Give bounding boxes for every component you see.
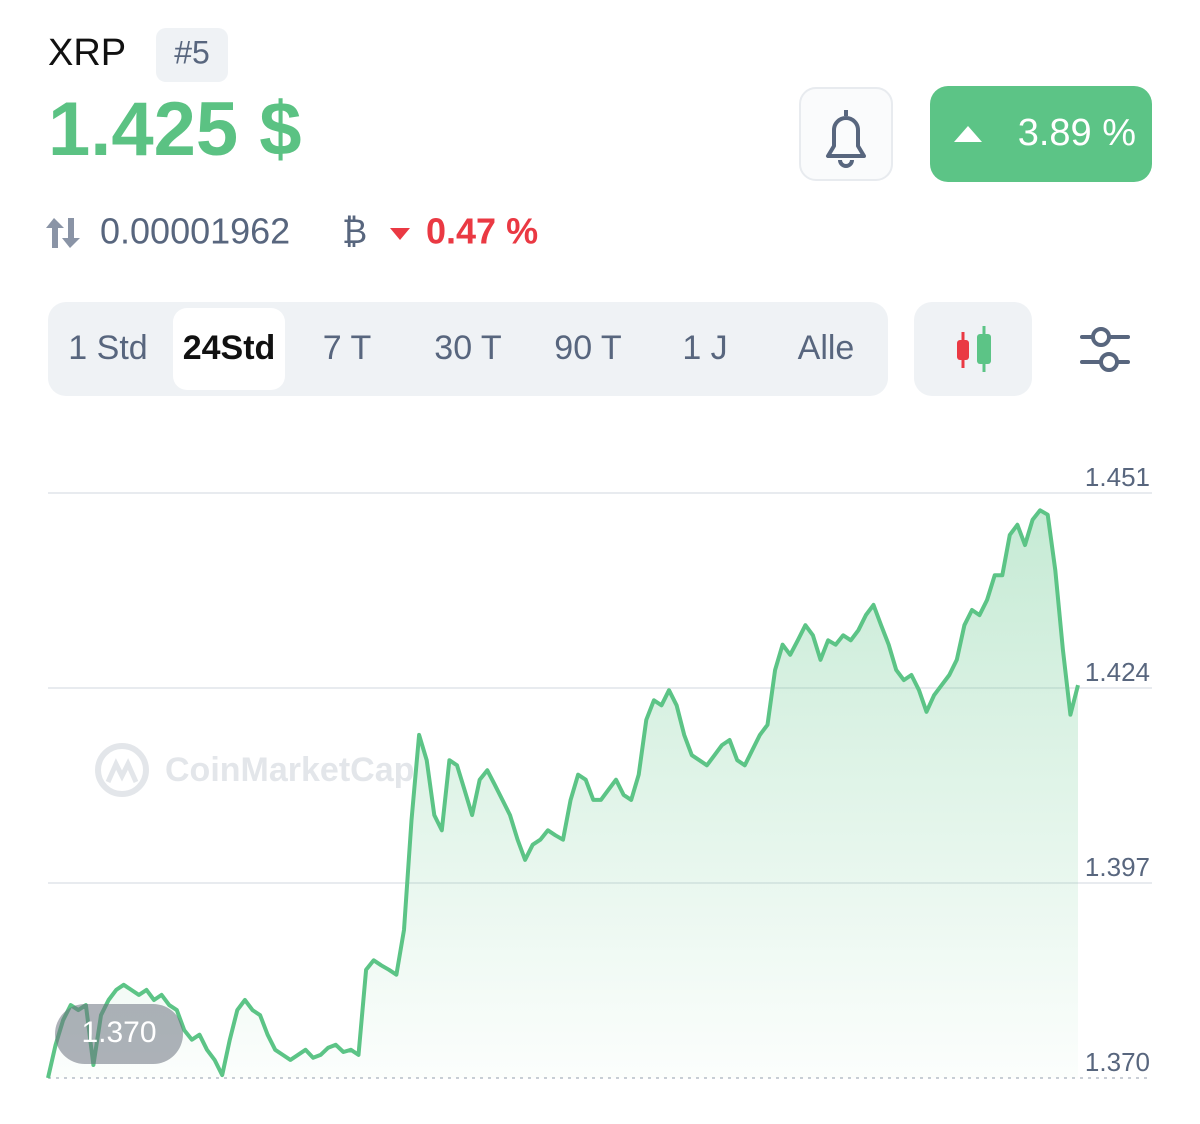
change: 3.89 %	[1018, 112, 1136, 154]
tab[interactable]: Alle	[798, 329, 855, 367]
candle-icon	[957, 326, 991, 372]
tab[interactable]: 1 Std	[68, 329, 147, 367]
price: 1.425 $	[48, 87, 302, 172]
watermark: CoinMarketCap	[95, 743, 414, 797]
watermark-text: CoinMarketCap	[165, 751, 414, 789]
up-arrow	[954, 126, 982, 142]
change-pill	[930, 86, 1152, 182]
tab[interactable]: 1 J	[682, 329, 727, 367]
settings-icon[interactable]	[1080, 327, 1130, 372]
rank-badge	[156, 28, 228, 82]
y-tick-label: 1.370	[1085, 1047, 1150, 1077]
min-label-pill	[55, 1004, 183, 1064]
tab[interactable]: 30 T	[434, 329, 501, 367]
tab[interactable]: 7 T	[323, 329, 372, 367]
btc-price: 0.00001962	[100, 211, 290, 252]
btc-symbol: ₿	[342, 213, 367, 251]
rank: #5	[174, 34, 210, 70]
price-line	[46, 508, 1080, 1079]
y-tick-label: 1.397	[1085, 852, 1150, 882]
bell-icon	[826, 110, 866, 168]
active-tab	[173, 308, 285, 390]
y-tick-label: 1.451	[1085, 462, 1150, 492]
min-label: 1.370	[81, 1016, 156, 1049]
down-arrow	[390, 228, 410, 240]
area-fill	[48, 510, 1078, 1078]
alert-button[interactable]	[799, 87, 893, 181]
y-tick-label: 1.424	[1085, 657, 1150, 687]
btc-change: 0.47 %	[426, 211, 538, 252]
swap-icon	[46, 218, 80, 248]
coin-name: XRP	[48, 32, 126, 74]
tab[interactable]: 24Std	[183, 329, 276, 367]
chart-type-button[interactable]	[914, 302, 1032, 396]
tab[interactable]: 90 T	[554, 329, 621, 367]
